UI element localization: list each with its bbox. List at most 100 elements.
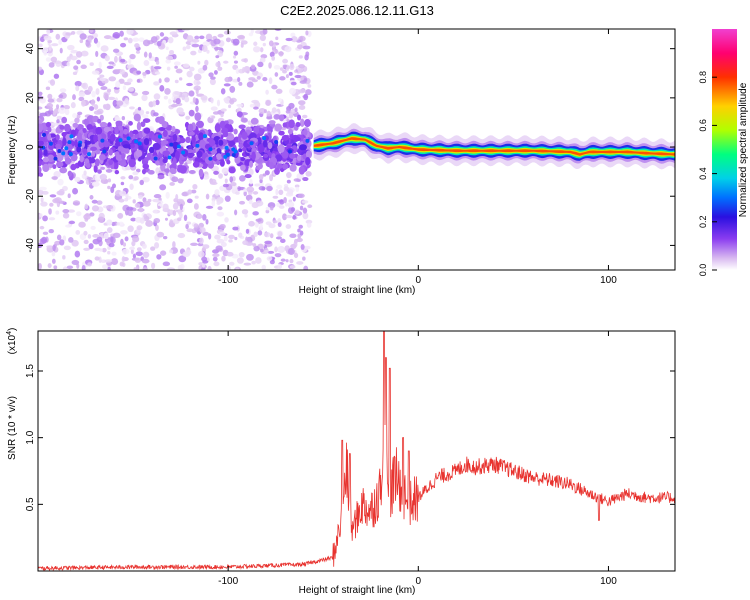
heatmap-speckle: [231, 153, 236, 158]
heatmap-speckle: [188, 131, 195, 136]
heatmap-speckle: [201, 267, 206, 270]
heatmap-speckle: [215, 61, 221, 68]
heatmap-speckle: [268, 62, 272, 69]
heatmap-speckle: [245, 194, 253, 201]
heatmap-speckle: [299, 118, 305, 127]
heatmap-speckle: [178, 255, 187, 263]
heatmap-speckle: [127, 87, 135, 92]
heatmap-speckle: [72, 187, 79, 195]
heatmap-speckle: [177, 209, 181, 215]
heatmap-speckle: [297, 66, 304, 74]
heatmap-speckle: [280, 238, 286, 244]
heatmap-speckle: [287, 201, 295, 208]
heatmap-speckle: [261, 264, 266, 270]
heatmap-speckle: [96, 200, 103, 205]
heatmap-speckle: [106, 88, 112, 93]
heatmap-speckle: [67, 193, 71, 199]
heatmap-speckle: [89, 62, 94, 66]
heatmap-speckle: [208, 147, 213, 152]
heatmap-speckle: [272, 220, 278, 224]
heatmap-speckle: [250, 64, 256, 70]
heatmap-speckle: [55, 143, 61, 149]
heatmap-speckle: [174, 79, 179, 84]
heatmap-speckle: [91, 199, 98, 204]
heatmap-speckle: [246, 81, 254, 88]
heatmap-speckle: [136, 247, 142, 252]
heatmap-speckle: [47, 98, 55, 103]
heatmap-speckle: [141, 168, 147, 175]
heatmap-speckle: [218, 139, 224, 146]
heatmap-speckle: [255, 218, 262, 222]
heatmap-speckle: [205, 218, 209, 225]
heatmap-speckle: [188, 170, 196, 175]
heatmap-speckle: [106, 227, 113, 233]
colorbar-tick-label: 0.8: [698, 71, 708, 84]
heatmap-speckle: [303, 265, 309, 270]
heatmap-speckle: [290, 207, 296, 212]
heatmap-speckle: [62, 255, 66, 260]
heatmap-speckle: [243, 66, 251, 73]
heatmap-speckle: [274, 140, 279, 145]
heatmap-speckle: [266, 185, 273, 192]
heatmap-speckle: [100, 45, 109, 52]
heatmap-speckle: [95, 50, 99, 57]
heatmap-speckle: [57, 178, 64, 186]
heatmap-speckle: [206, 49, 210, 54]
heatmap-speckle: [83, 170, 87, 176]
heatmap-speckle: [67, 170, 73, 177]
heatmap-speckle: [135, 149, 143, 158]
heatmap-speckle: [167, 155, 172, 160]
heatmap-speckle: [255, 200, 264, 207]
heatmap-speckle: [104, 55, 110, 62]
heatmap-speckle: [120, 176, 126, 180]
heatmap-speckle: [130, 248, 134, 255]
heatmap-speckle: [202, 260, 209, 264]
heatmap-speckle: [83, 118, 89, 126]
heatmap-speckle: [221, 127, 229, 135]
heatmap-speckle: [302, 45, 311, 50]
y-tick-label: 0.5: [25, 497, 36, 511]
heatmap-speckle: [247, 120, 252, 125]
heatmap-speckle: [165, 46, 169, 51]
heatmap-speckle: [92, 238, 100, 245]
heatmap-speckle: [249, 160, 254, 168]
heatmap-speckle: [141, 90, 150, 96]
heatmap-speckle: [42, 215, 48, 222]
heatmap-speckle: [63, 245, 71, 251]
heatmap-speckle: [107, 96, 116, 101]
heatmap-speckle: [153, 156, 158, 161]
heatmap-speckle: [77, 132, 82, 140]
heatmap-speckle: [213, 46, 222, 51]
heatmap-speckle: [138, 37, 145, 43]
heatmap-speckle: [118, 221, 124, 226]
heatmap-speckle: [302, 177, 309, 182]
heatmap-speckle: [126, 29, 134, 35]
heatmap-speckle: [75, 85, 80, 92]
heatmap-speckle: [70, 55, 78, 61]
heatmap-speckle: [156, 231, 165, 238]
heatmap-speckle: [100, 138, 105, 143]
heatmap-speckle: [42, 157, 49, 163]
heatmap-speckle: [45, 86, 51, 91]
heatmap-speckle: [94, 158, 100, 167]
heatmap-speckle: [294, 209, 300, 215]
heatmap-speckle: [120, 238, 124, 246]
heatmap-speckle: [193, 203, 199, 210]
heatmap-speckle: [269, 174, 274, 182]
heatmap-speckle: [93, 37, 98, 44]
heatmap-speckle: [212, 253, 220, 257]
heatmap-speckle: [164, 88, 171, 95]
heatmap-speckle: [48, 217, 56, 221]
heatmap-speckle: [239, 175, 246, 182]
heatmap-speckle: [187, 152, 194, 159]
heatmap-speckle: [88, 243, 94, 250]
heatmap-speckle: [72, 113, 78, 119]
heatmap-speckle: [259, 47, 264, 53]
heatmap-speckle: [58, 107, 66, 114]
heatmap-speckle: [193, 73, 202, 81]
heatmap-speckle: [199, 227, 206, 234]
heatmap-speckle: [209, 139, 216, 147]
heatmap-speckle: [124, 98, 129, 105]
heatmap-speckle: [271, 55, 276, 61]
heatmap-speckle: [258, 108, 266, 115]
